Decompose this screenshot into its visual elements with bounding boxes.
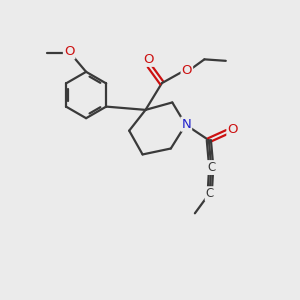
Text: N: N xyxy=(182,118,191,130)
Text: C: C xyxy=(206,187,214,200)
Text: O: O xyxy=(64,45,74,58)
Text: O: O xyxy=(144,53,154,66)
Text: O: O xyxy=(227,123,238,136)
Text: C: C xyxy=(207,161,215,174)
Text: O: O xyxy=(182,64,192,76)
